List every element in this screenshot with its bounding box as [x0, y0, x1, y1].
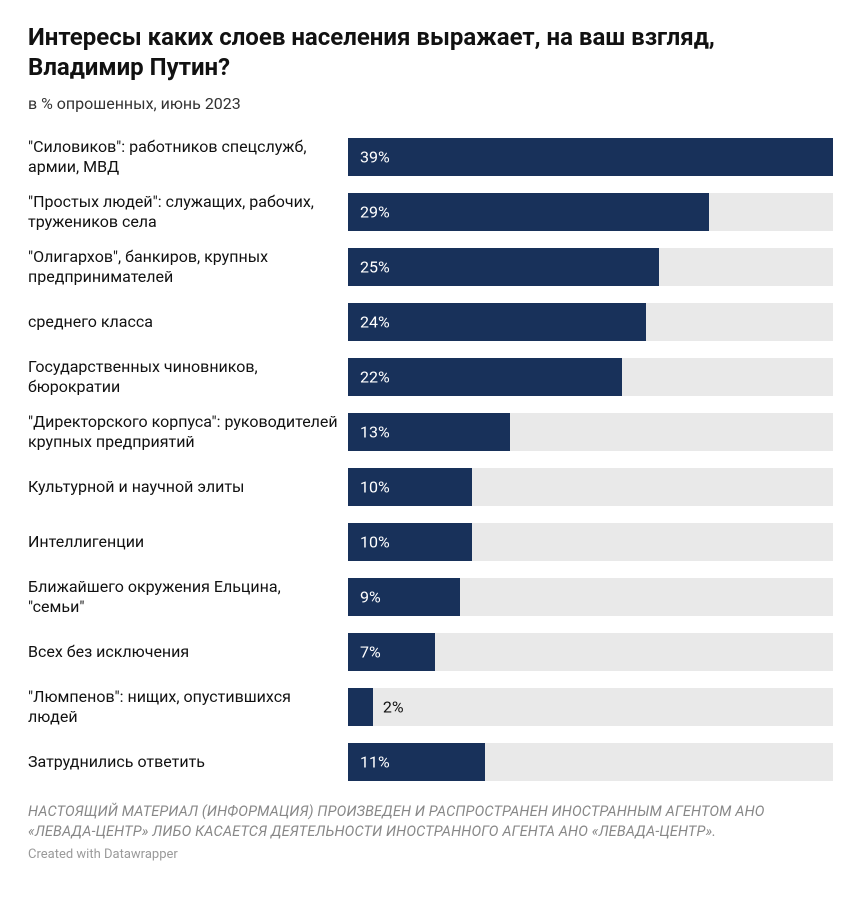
bar-row: Всех без исключения 7%: [28, 626, 833, 678]
bar-value: 25%: [360, 258, 390, 277]
bar-row: Ближайшего окружения Ельцина, "семьи" 9%: [28, 571, 833, 623]
bar-value: 10%: [360, 478, 390, 497]
credit-line: Created with Datawrapper: [28, 847, 833, 862]
bar-track: 10%: [348, 468, 833, 506]
bar-label: Интеллигенции: [28, 532, 348, 552]
bar-label: Затруднились ответить: [28, 752, 348, 772]
bar-track: 22%: [348, 358, 833, 396]
bar-fill: [348, 193, 709, 231]
bar-row: среднего класса 24%: [28, 296, 833, 348]
bar-track: 7%: [348, 633, 833, 671]
bar-row: Затруднились ответить 11%: [28, 736, 833, 788]
bar-value: 39%: [360, 148, 390, 167]
bar-label: Государственных чиновников, бюрократии: [28, 357, 348, 396]
bar-row: "Люмпенов": нищих, опустившихся людей 2%: [28, 681, 833, 733]
bar-label: Всех без исключения: [28, 642, 348, 662]
bar-value: 24%: [360, 313, 390, 332]
bar-row: "Простых людей": служащих, рабочих, труж…: [28, 186, 833, 238]
bar-track: 29%: [348, 193, 833, 231]
bar-label: "Олигархов", банкиров, крупных предприни…: [28, 247, 348, 286]
bar-value: 29%: [360, 203, 390, 222]
bar-value: 2%: [383, 698, 404, 717]
bar-fill: [348, 303, 646, 341]
bar-chart: "Силовиков": работников спецслужб, армии…: [28, 131, 833, 788]
bar-fill: [348, 138, 833, 176]
bar-fill: [348, 248, 659, 286]
bar-label: среднего класса: [28, 312, 348, 332]
bar-value: 13%: [360, 423, 390, 442]
bar-fill: [348, 688, 373, 726]
bar-row: Государственных чиновников, бюрократии 22…: [28, 351, 833, 403]
bar-row: "Директорского корпуса": руководителей к…: [28, 406, 833, 458]
bar-label: "Силовиков": работников спецслужб, армии…: [28, 137, 348, 176]
bar-track: 13%: [348, 413, 833, 451]
bar-row: "Силовиков": работников спецслужб, армии…: [28, 131, 833, 183]
bar-track: 11%: [348, 743, 833, 781]
bar-label: "Директорского корпуса": руководителей к…: [28, 412, 348, 451]
chart-subtitle: в % опрошенных, июнь 2023: [28, 94, 833, 113]
bar-value: 9%: [360, 588, 381, 607]
bar-track: 2%: [348, 688, 833, 726]
bar-label: Ближайшего окружения Ельцина, "семьи": [28, 577, 348, 616]
bar-track: 25%: [348, 248, 833, 286]
chart-title: Интересы каких слоев населения выражает,…: [28, 22, 833, 82]
bar-track: 24%: [348, 303, 833, 341]
bar-value: 22%: [360, 368, 390, 387]
bar-row: Интеллигенции 10%: [28, 516, 833, 568]
bar-track: 9%: [348, 578, 833, 616]
bar-label: "Простых людей": служащих, рабочих, труж…: [28, 192, 348, 231]
bar-value: 7%: [360, 643, 381, 662]
bar-track: 39%: [348, 138, 833, 176]
bar-value: 10%: [360, 533, 390, 552]
chart-container: Интересы каких слоев населения выражает,…: [0, 0, 861, 900]
bar-row: Культурной и научной элиты 10%: [28, 461, 833, 513]
bar-value: 11%: [360, 753, 390, 772]
bar-label: Культурной и научной элиты: [28, 477, 348, 497]
footer-note: НАСТОЯЩИЙ МАТЕРИАЛ (ИНФОРМАЦИЯ) ПРОИЗВЕД…: [28, 802, 833, 841]
bar-label: "Люмпенов": нищих, опустившихся людей: [28, 687, 348, 726]
bar-track: 10%: [348, 523, 833, 561]
bar-row: "Олигархов", банкиров, крупных предприни…: [28, 241, 833, 293]
